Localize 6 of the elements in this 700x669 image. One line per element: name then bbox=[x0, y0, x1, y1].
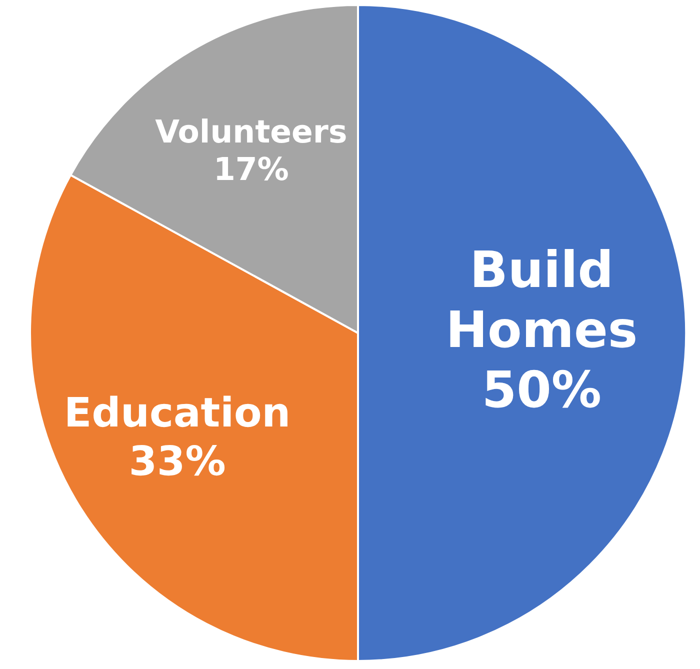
slice-label: Volunteers bbox=[155, 114, 348, 150]
data-label: 50% bbox=[482, 360, 602, 419]
slice-label: Build Homes bbox=[446, 240, 638, 359]
slice-label: Education bbox=[64, 388, 291, 437]
data-label: 33% bbox=[128, 437, 226, 486]
data-label: 17% bbox=[213, 152, 289, 188]
